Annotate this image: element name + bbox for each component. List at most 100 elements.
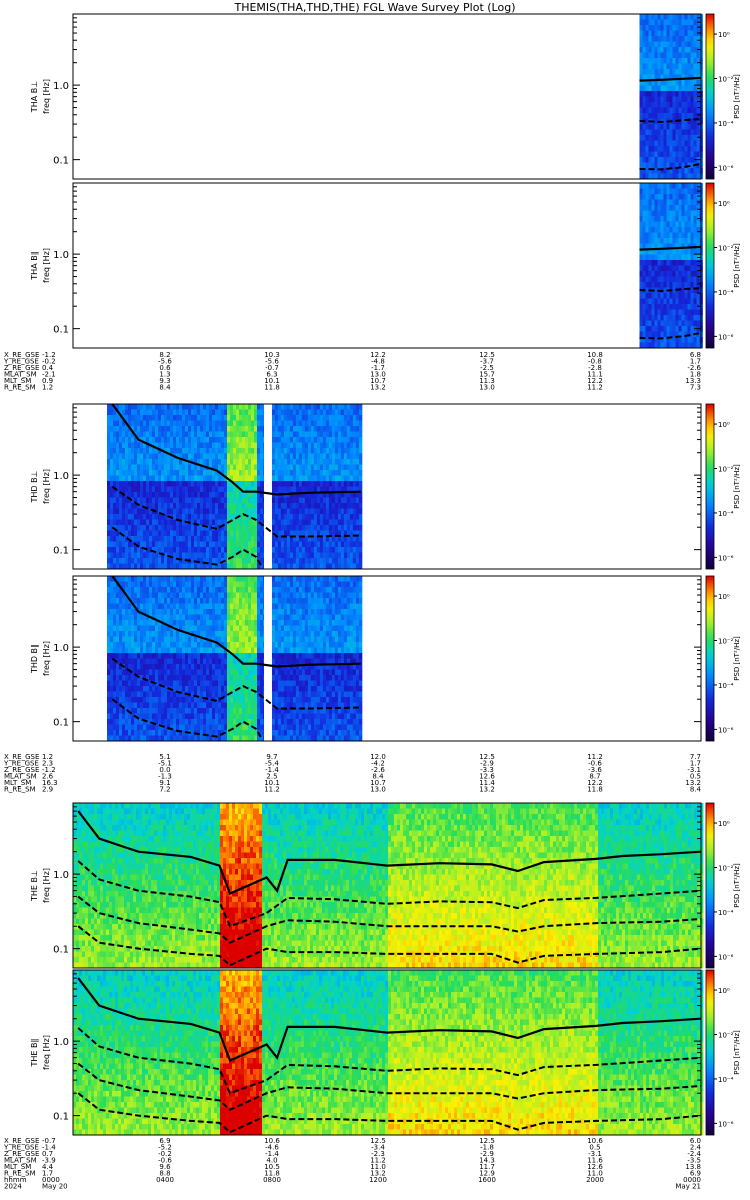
colorbar-tick-label: 10⁻⁶ <box>718 953 734 961</box>
panel-the-bpar: 1.0 0.1 THE B∥ freq [Hz] <box>30 970 703 1135</box>
time-tick-label: 2000 <box>586 1176 604 1184</box>
ephemeris-value: 11.2 <box>587 384 603 392</box>
colorbar-tick-label: 10⁻² <box>718 638 734 646</box>
ephemeris-value: 2.9 <box>42 786 53 794</box>
y-tick-label: 1.0 <box>53 81 69 92</box>
ephemeris-row-label: R_RE_SM <box>4 786 36 794</box>
ephemeris-value: 11.8 <box>587 786 603 794</box>
colorbar-tick-label: 10⁻⁴ <box>718 909 734 917</box>
plot-title: THEMIS(THA,THD,THE) FGL Wave Survey Plot… <box>233 1 515 14</box>
ephemeris-value: 13.2 <box>479 786 495 794</box>
y-tick-label: 0.1 <box>53 945 69 956</box>
y-tick-label: 0.1 <box>53 325 69 336</box>
colorbar-gradient <box>706 404 714 569</box>
spectrogram-cells <box>640 14 703 179</box>
colorbar-gradient <box>706 576 714 741</box>
colorbar: 10⁰ 10⁻² 10⁻⁴ 10⁻⁶ PSD [nT²/Hz] <box>706 183 741 348</box>
colorbar-tick-label: 10⁻⁴ <box>718 289 734 297</box>
y-axis-unit-label: freq [Hz] <box>42 469 51 504</box>
spectrogram-cells <box>73 970 703 1135</box>
y-tick-label: 1.0 <box>53 1037 69 1048</box>
y-tick-label: 0.1 <box>53 156 69 167</box>
y-tick-label: 1.0 <box>53 250 69 261</box>
colorbar-gradient <box>706 14 714 179</box>
colorbar-tick-label: 10⁰ <box>718 593 730 601</box>
panel-background <box>73 14 701 179</box>
colorbar-tick-label: 10⁻² <box>718 865 734 873</box>
time-tick-label: 1600 <box>478 1176 496 1184</box>
ephemeris-row-label: R_RE_SM <box>4 384 36 392</box>
ephemeris-value: 11.2 <box>264 786 280 794</box>
y-tick-label: 0.1 <box>53 1112 69 1123</box>
colorbar-label: PSD [nT²/Hz] <box>733 464 741 509</box>
y-axis-probe-label: THD B⊥ <box>30 470 39 503</box>
time-tick-label: 1200 <box>369 1176 387 1184</box>
colorbar-gradient <box>706 803 714 968</box>
time-tick-label: 0800 <box>263 1176 281 1184</box>
colorbar-tick-label: 10⁰ <box>718 820 730 828</box>
colorbar-tick-label: 10⁻⁶ <box>718 333 734 341</box>
colorbar-tick-label: 10⁻⁴ <box>718 682 734 690</box>
y-tick-label: 1.0 <box>53 643 69 654</box>
ephemeris-table-tha: X_RE_GSE -1.2 8.2 10.3 12.2 12.5 10.8 6.8Y_RE_G… <box>3 351 702 392</box>
date-label-end: May 21 <box>675 1183 701 1191</box>
colorbar: 10⁰ 10⁻² 10⁻⁴ 10⁻⁶ PSD [nT²/Hz] <box>706 803 741 968</box>
colorbar-tick-label: 10⁻⁶ <box>718 726 734 734</box>
colorbar-gradient <box>706 183 714 348</box>
colorbar-label: PSD [nT²/Hz] <box>733 74 741 119</box>
y-axis-unit-label: freq [Hz] <box>42 79 51 114</box>
ephemeris-table-the: X_RE_GSE -0.7 6.9 10.6 12.5 12.5 10.6 6.0Y_RE_G… <box>3 1137 702 1191</box>
colorbar-gradient <box>706 970 714 1135</box>
colorbar-tick-label: 10⁻⁴ <box>718 510 734 518</box>
ephemeris-value: 13.0 <box>479 384 495 392</box>
y-axis-probe-label: THA B⊥ <box>30 81 39 113</box>
y-axis-unit-label: freq [Hz] <box>42 1035 51 1070</box>
y-axis-probe-label: THD B∥ <box>30 644 39 674</box>
ephemeris-value: 11.8 <box>264 384 280 392</box>
ephemeris-value: 13.0 <box>370 786 386 794</box>
colorbar-label: PSD [nT²/Hz] <box>733 243 741 288</box>
colorbar-label: PSD [nT²/Hz] <box>733 1030 741 1075</box>
y-axis-unit-label: freq [Hz] <box>42 868 51 903</box>
y-axis-probe-label: THE B∥ <box>30 1039 39 1068</box>
ephemeris-value: 13.2 <box>370 384 386 392</box>
colorbar-tick-label: 10⁰ <box>718 31 730 39</box>
panel-tha-bpar: 1.0 0.1 THA B∥ freq [Hz] <box>30 183 703 348</box>
y-axis-unit-label: freq [Hz] <box>42 248 51 283</box>
colorbar-tick-label: 10⁻² <box>718 1032 734 1040</box>
ephemeris-value: 8.4 <box>159 384 171 392</box>
colorbar-tick-label: 10⁻² <box>718 245 734 253</box>
ephemeris-value: 7.2 <box>159 786 170 794</box>
y-tick-label: 0.1 <box>53 546 69 557</box>
spectrogram-cells <box>107 404 362 569</box>
spectrogram-cells <box>107 576 362 741</box>
y-axis-probe-label: THA B∥ <box>30 251 39 280</box>
time-tick-label: 0400 <box>156 1176 174 1184</box>
spectrogram-cells <box>73 803 703 968</box>
y-tick-label: 0.1 <box>53 718 69 729</box>
date-row-label: 2024 <box>4 1183 22 1191</box>
ephemeris-value: 1.2 <box>42 384 53 392</box>
data-gap <box>264 576 272 741</box>
data-gap <box>264 404 272 569</box>
panel-tha-bl: 1.0 0.1 THA B⊥ freq [Hz] <box>30 14 703 179</box>
panel-background <box>73 183 701 348</box>
spectrogram-cells <box>640 183 703 348</box>
colorbar-tick-label: 10⁰ <box>718 200 730 208</box>
colorbar-tick-label: 10⁻⁴ <box>718 1076 734 1084</box>
colorbar-label: PSD [nT²/Hz] <box>733 863 741 908</box>
colorbar-tick-label: 10⁻² <box>718 466 734 474</box>
colorbar-tick-label: 10⁻⁶ <box>718 164 734 172</box>
colorbar-tick-label: 10⁻⁶ <box>718 1120 734 1128</box>
y-tick-label: 1.0 <box>53 870 69 881</box>
